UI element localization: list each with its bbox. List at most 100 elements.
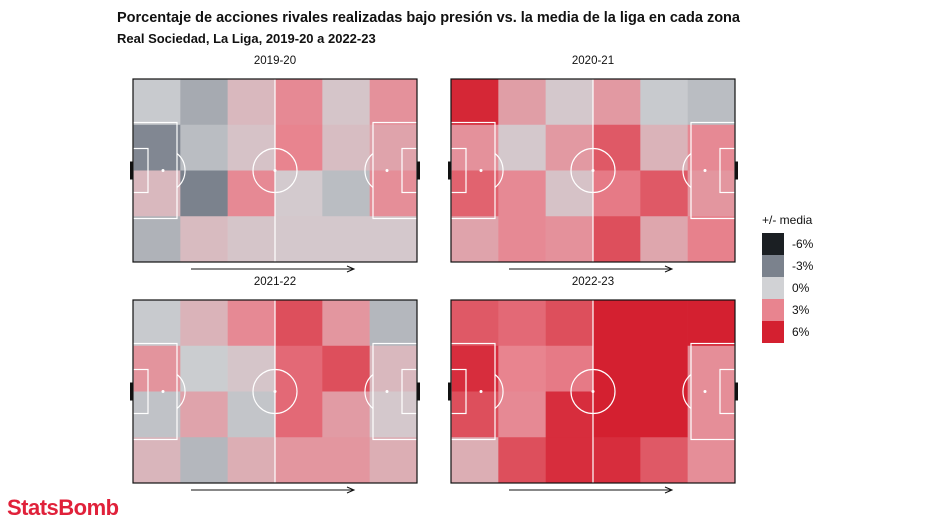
center-circle: [252, 147, 298, 194]
panel-title-2020-21: 2020-21: [571, 55, 615, 67]
heatmap-cell: [322, 437, 370, 484]
heatmap-cell: [369, 300, 418, 347]
heatmap-cell: [593, 300, 641, 347]
panel-title-2019-20: 2019-20: [253, 55, 297, 67]
legend-item: -6%: [762, 233, 813, 255]
heatmap-cell: [369, 216, 418, 263]
heatmap-cell: [687, 216, 736, 263]
heatmap-cell: [227, 437, 276, 484]
heatmap-cell: [227, 300, 276, 347]
left-penalty-arc: [494, 374, 504, 409]
center-spot: [591, 169, 595, 172]
heatmap-cell: [275, 170, 323, 217]
heatmap-cell: [498, 79, 546, 126]
heatmap-cell: [545, 124, 594, 171]
heatmap-cell: [133, 124, 181, 171]
heatmap-cell: [640, 124, 688, 171]
heatmap-cell: [322, 391, 370, 438]
heatmap-cell: [180, 345, 228, 392]
heatmap-cell: [369, 345, 418, 392]
left-penalty-spot: [161, 390, 165, 393]
legend-label: -6%: [792, 237, 814, 251]
right-penalty-spot: [385, 169, 389, 172]
heatmap-cell: [593, 216, 641, 263]
legend-label: 0%: [792, 281, 810, 295]
heatmap-cell: [451, 124, 499, 171]
heatmap-cell: [369, 124, 418, 171]
left-goal: [448, 382, 451, 401]
left-penalty-spot: [479, 169, 483, 172]
direction-arrow-head: [664, 265, 674, 273]
heatmap-cell: [498, 124, 546, 171]
heatmap-cell: [275, 345, 323, 392]
pitch-panel-2020-21: [447, 77, 739, 278]
center-circle: [570, 368, 616, 415]
heatmap-cell: [687, 170, 736, 217]
legend-title: +/- media: [762, 213, 813, 227]
heatmap-cell: [322, 300, 370, 347]
legend-label: 3%: [792, 303, 810, 317]
heatmap-cell: [640, 170, 688, 217]
heatmap-cell: [545, 345, 594, 392]
heatmap-cell: [451, 79, 499, 126]
heatmap-cell: [498, 216, 546, 263]
legend-swatch: [762, 321, 784, 343]
left-goal: [130, 382, 133, 401]
right-goal: [735, 161, 738, 180]
heatmap-cell: [593, 170, 641, 217]
heatmap-cell: [133, 216, 181, 263]
heatmap-cell: [322, 216, 370, 263]
heatmap-cell: [545, 437, 594, 484]
panel-title-2021-22: 2021-22: [253, 276, 297, 288]
heatmap-cell: [275, 300, 323, 347]
legend-swatch: [762, 233, 784, 255]
pitch-heatmap-2019-20: [130, 78, 420, 273]
heatmap-cell: [545, 391, 594, 438]
heatmap-cell: [687, 437, 736, 484]
heatmap-cell: [227, 170, 276, 217]
left-penalty-arc: [176, 153, 186, 188]
heatmap-cell: [640, 345, 688, 392]
legend-item: 3%: [762, 299, 813, 321]
heatmap-cell: [275, 124, 323, 171]
legend-swatch: [762, 299, 784, 321]
right-goal: [417, 161, 420, 180]
heatmap-cell: [451, 170, 499, 217]
heatmap-cell: [133, 79, 181, 126]
left-penalty-arc: [494, 153, 504, 188]
chart-subtitle: Real Sociedad, La Liga, 2019-20 a 2022-2…: [117, 31, 376, 46]
heatmap-cell: [275, 79, 323, 126]
heatmap-cell: [498, 437, 546, 484]
legend-item: 0%: [762, 277, 813, 299]
heatmap-cell: [180, 124, 228, 171]
heatmap-cell: [451, 437, 499, 484]
heatmap-cell: [593, 79, 641, 126]
heatmap-cell: [369, 437, 418, 484]
heatmap-cell: [180, 79, 228, 126]
center-spot: [273, 390, 277, 393]
heatmap-cell: [545, 216, 594, 263]
heatmap-cell: [133, 437, 181, 484]
heatmap-cell: [687, 79, 736, 126]
chart-title: Porcentaje de acciones rivales realizada…: [117, 10, 740, 26]
heatmap-cell: [640, 391, 688, 438]
heatmap-cell: [322, 170, 370, 217]
heatmap-cell: [322, 79, 370, 126]
direction-arrow-head: [664, 486, 674, 494]
heatmap-cell: [593, 345, 641, 392]
heatmap-cell: [133, 170, 181, 217]
heatmap-cell: [275, 437, 323, 484]
direction-arrow-head: [346, 265, 356, 273]
pitch-panel-2021-22: [129, 298, 421, 499]
panel-title-2022-23: 2022-23: [571, 276, 615, 288]
heatmap-cell: [640, 437, 688, 484]
heatmap-cell: [545, 79, 594, 126]
pitch-heatmap-2020-21: [448, 78, 738, 273]
right-penalty-spot: [385, 390, 389, 393]
legend-swatch: [762, 277, 784, 299]
heatmap-cell: [498, 345, 546, 392]
heatmap-cell: [180, 300, 228, 347]
heatmap-cell: [451, 300, 499, 347]
pitch-heatmap-2022-23: [448, 299, 738, 494]
heatmap-cell: [227, 124, 276, 171]
